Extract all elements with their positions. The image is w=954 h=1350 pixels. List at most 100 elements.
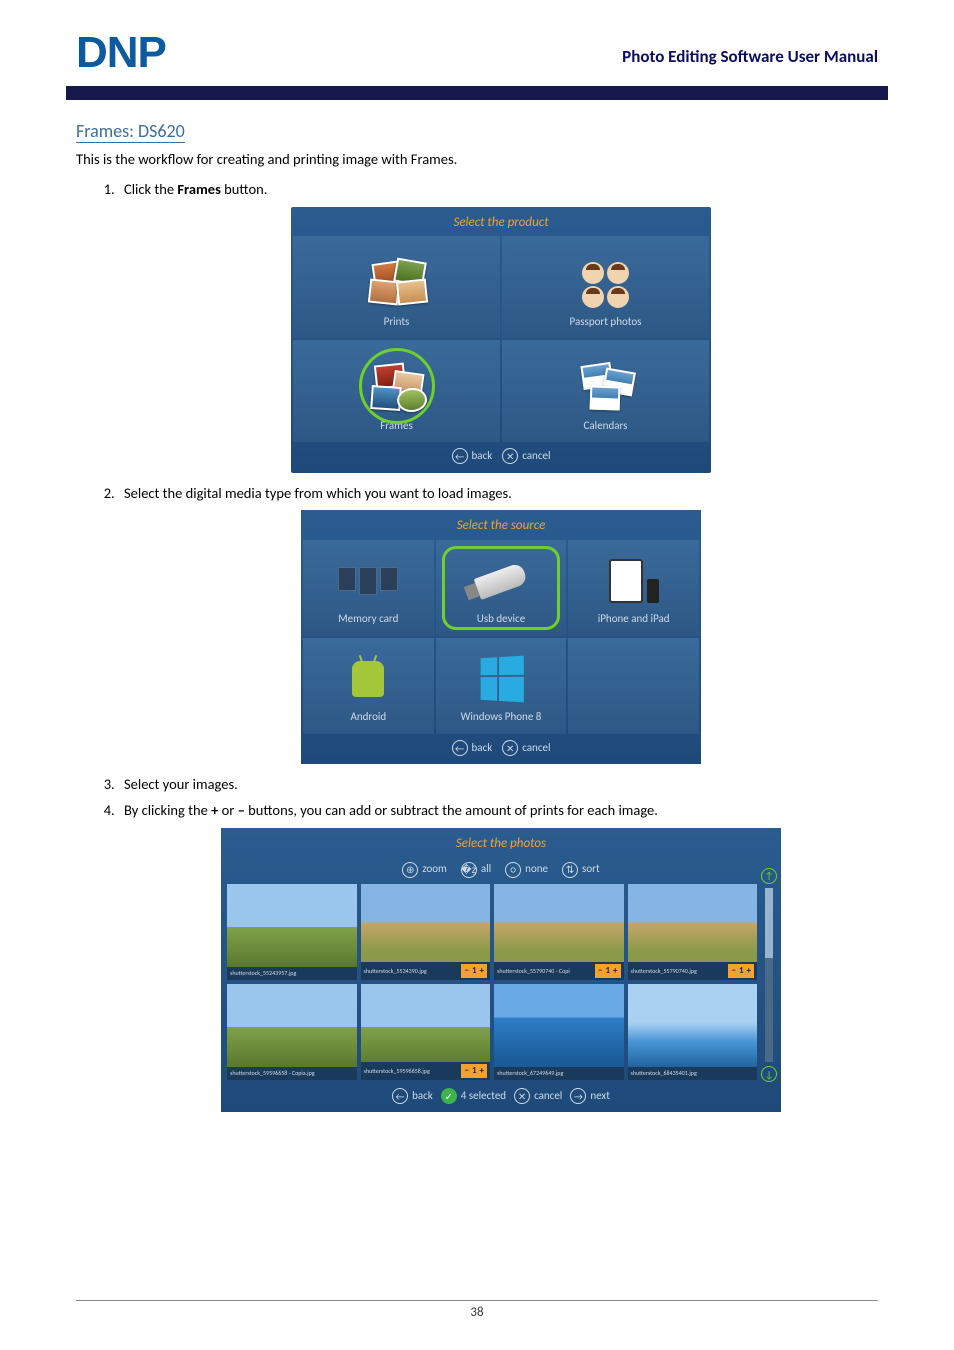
- photo-preview-icon: [494, 984, 624, 1080]
- qty-plus-button[interactable]: +: [480, 1064, 484, 1078]
- source-android[interactable]: Android: [303, 638, 434, 734]
- back-label: back: [472, 448, 493, 465]
- apple-devices-icon: [607, 557, 661, 605]
- source-empty: [568, 638, 699, 734]
- photo-filename: shutterstock_55790740 - Copi: [497, 967, 570, 976]
- shot3-title: Select the photos: [221, 828, 781, 858]
- back-label: back: [412, 1088, 433, 1105]
- select-all-button[interactable]: �żͅall: [461, 861, 491, 878]
- cancel-button[interactable]: ✕cancel: [502, 448, 550, 465]
- qty-value: 1: [472, 964, 477, 978]
- qty-minus-button[interactable]: −: [598, 964, 602, 978]
- step-1: Click the Frames button. Select the prod…: [118, 179, 878, 473]
- source-ios-label: iPhone and iPad: [598, 611, 670, 628]
- intro-paragraph: This is the workflow for creating and pr…: [76, 149, 878, 171]
- zoom-icon: ⊕: [402, 862, 418, 878]
- zoom-label: zoom: [422, 861, 447, 878]
- photo-preview-icon: [227, 984, 357, 1080]
- cancel-label: cancel: [522, 448, 550, 465]
- doc-title: Photo Editing Software User Manual: [622, 46, 878, 67]
- passport-icon: [582, 262, 630, 308]
- photo-scrollbar[interactable]: ↑ ↓: [761, 868, 777, 1083]
- arrow-right-icon: →: [570, 1088, 586, 1104]
- back-button[interactable]: ←back: [452, 448, 493, 465]
- source-memory-card[interactable]: Memory card: [303, 540, 434, 636]
- photo-thumbnail[interactable]: shutterstock_59596658 - Copia.jpg: [227, 984, 357, 1080]
- photo-thumbnail[interactable]: shutterstock_55243957.jpg: [227, 884, 357, 980]
- step-1-text-post: button.: [221, 180, 268, 198]
- product-calendars[interactable]: Calendars: [502, 340, 709, 442]
- scroll-down-button[interactable]: ↓: [761, 1066, 777, 1082]
- quantity-badge: −1+: [595, 964, 621, 978]
- source-memory-label: Memory card: [338, 611, 398, 628]
- steps-list: Click the Frames button. Select the prod…: [76, 179, 878, 1113]
- section-heading: Frames: DS620: [76, 120, 185, 143]
- step-1-bold: Frames: [177, 180, 221, 198]
- cancel-button[interactable]: ✕cancel: [502, 740, 550, 757]
- close-icon: ✕: [502, 448, 518, 464]
- qty-minus-button[interactable]: −: [464, 964, 468, 978]
- step-4-post: buttons, you can add or subtract the amo…: [245, 801, 658, 819]
- frames-icon: [367, 362, 427, 412]
- sort-button[interactable]: ⇅sort: [562, 861, 600, 878]
- photo-filename: shutterstock_5534390.jpg: [364, 967, 427, 976]
- step-4-minus: –: [238, 801, 245, 819]
- close-icon: ✕: [514, 1088, 530, 1104]
- product-frames-label: Frames: [380, 418, 413, 435]
- photo-thumbnail[interactable]: shutterstock_55790740.jpg −1+: [628, 884, 758, 980]
- all-label: all: [481, 861, 491, 878]
- photo-thumbnail[interactable]: shutterstock_67249649.jpg: [494, 984, 624, 1080]
- quantity-badge: −1+: [461, 1064, 487, 1078]
- photo-thumbnail[interactable]: shutterstock_5534390.jpg −1+: [361, 884, 491, 980]
- memory-card-icon: [341, 557, 395, 605]
- source-iphone-ipad[interactable]: iPhone and iPad: [568, 540, 699, 636]
- source-windows-phone[interactable]: Windows Phone 8: [436, 638, 567, 734]
- scroll-thumb[interactable]: [765, 888, 773, 958]
- step-4-pre: By clicking the: [124, 801, 211, 819]
- screenshot-select-photos: Select the photos ⊕zoom �żͅall ○none ⇅so…: [221, 828, 781, 1113]
- qty-plus-button[interactable]: +: [480, 964, 484, 978]
- page-number: 38: [470, 1305, 483, 1320]
- photo-preview-icon: [227, 884, 357, 980]
- screenshot-select-source: Select the source Memory card Usb device: [301, 510, 701, 764]
- prints-icon: [367, 258, 427, 308]
- cancel-label: cancel: [522, 740, 550, 757]
- qty-value: 1: [472, 1064, 477, 1078]
- cancel-button[interactable]: ✕cancel: [514, 1088, 562, 1105]
- photo-thumbnail[interactable]: shutterstock_59596658.jpg −1+: [361, 984, 491, 1080]
- back-label: back: [472, 740, 493, 757]
- scroll-track[interactable]: [765, 888, 773, 1063]
- photo-filename: shutterstock_59596658.jpg: [364, 1067, 430, 1076]
- page-footer: 38: [76, 1300, 878, 1320]
- scroll-up-button[interactable]: ↑: [761, 868, 777, 884]
- page-header: DNP Photo Editing Software User Manual: [76, 28, 878, 78]
- select-none-button[interactable]: ○none: [505, 861, 548, 878]
- photo-preview-icon: [628, 984, 758, 1080]
- qty-minus-button[interactable]: −: [464, 1064, 468, 1078]
- next-button[interactable]: →next: [570, 1088, 610, 1105]
- photo-filename: shutterstock_67249649.jpg: [497, 1069, 563, 1078]
- shot2-title: Select the source: [301, 510, 701, 540]
- qty-plus-button[interactable]: +: [747, 964, 751, 978]
- photo-thumbnail[interactable]: shutterstock_55790740 - Copi −1+: [494, 884, 624, 980]
- product-frames[interactable]: Frames: [293, 340, 500, 442]
- none-label: none: [525, 861, 548, 878]
- usb-icon: [474, 557, 528, 605]
- arrow-left-icon: ←: [452, 740, 468, 756]
- product-calendars-label: Calendars: [584, 418, 628, 435]
- step-1-text-pre: Click the: [124, 180, 177, 198]
- step-2-text: Select the digital media type from which…: [124, 484, 512, 502]
- back-button[interactable]: ←back: [392, 1088, 433, 1105]
- zoom-button[interactable]: ⊕zoom: [402, 861, 447, 878]
- check-icon: ✓: [441, 1088, 457, 1104]
- qty-minus-button[interactable]: −: [731, 964, 735, 978]
- qty-value: 1: [605, 964, 610, 978]
- next-label: next: [590, 1088, 610, 1105]
- quantity-badge: −1+: [728, 964, 754, 978]
- source-usb[interactable]: Usb device: [436, 540, 567, 636]
- product-prints[interactable]: Prints: [293, 236, 500, 338]
- back-button[interactable]: ←back: [452, 740, 493, 757]
- product-passport[interactable]: Passport photos: [502, 236, 709, 338]
- photo-thumbnail[interactable]: shutterstock_68435401.jpg: [628, 984, 758, 1080]
- qty-plus-button[interactable]: +: [613, 964, 617, 978]
